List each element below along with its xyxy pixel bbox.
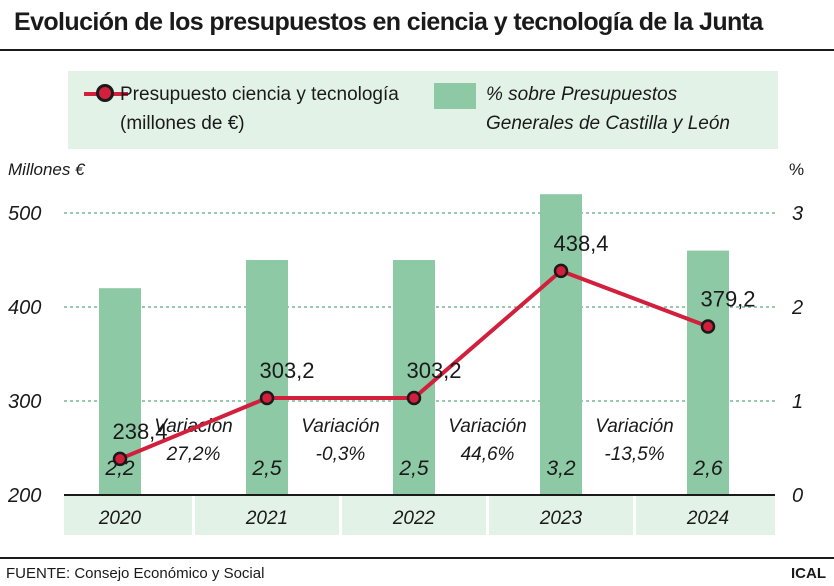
legend-bar-label: % sobre Presupuestos Generales de Castil… — [486, 84, 730, 134]
right-axis-label: % — [789, 160, 805, 179]
y-tick-right: 1 — [792, 391, 803, 413]
title-rule — [0, 49, 834, 51]
bar — [246, 260, 288, 495]
bar — [540, 194, 582, 495]
legend-line-label: Presupuesto ciencia y tecnología (millon… — [120, 84, 399, 134]
legend: Presupuesto ciencia y tecnología (millon… — [68, 71, 778, 149]
x-tick-label: 2023 — [539, 508, 583, 529]
bar — [393, 260, 435, 495]
x-tick-label: 2022 — [392, 508, 436, 529]
line-value-label: 303,2 — [406, 358, 461, 383]
bar-value-label: 2,5 — [398, 457, 429, 480]
bar-value-label: 2,5 — [251, 457, 282, 480]
y-tick-left: 500 — [8, 203, 41, 225]
line-value-label: 379,2 — [700, 287, 755, 312]
variation-annotation: Variación -0,3% — [301, 416, 380, 465]
x-tick-label: 2024 — [686, 508, 729, 529]
variation-annotation: Variación 44,6% — [448, 416, 527, 465]
bar-value-label: 2,2 — [104, 457, 135, 480]
y-tick-left: 300 — [8, 391, 41, 413]
line-point — [259, 390, 275, 406]
footer-rule — [0, 557, 834, 559]
line-value-label: 238,4 — [112, 419, 167, 444]
bar — [687, 250, 729, 495]
y-tick-left: 200 — [7, 485, 41, 507]
left-axis-label: Millones € — [8, 160, 85, 179]
line-value-label: 303,2 — [259, 358, 314, 383]
line-point — [406, 390, 422, 406]
source-note: FUENTE: Consejo Económico y Social — [6, 565, 265, 582]
line-point — [553, 263, 569, 279]
x-tick-label: 2021 — [245, 508, 288, 529]
x-tick-label: 2020 — [98, 508, 142, 529]
y-tick-left: 400 — [8, 297, 41, 319]
y-tick-right: 2 — [791, 297, 803, 319]
variation-annotation: Variación -13,5% — [595, 416, 674, 465]
y-tick-right: 0 — [792, 485, 803, 507]
year-band — [64, 495, 775, 535]
chart-title: Evolución de los presupuestos en ciencia… — [14, 8, 763, 36]
bar-value-label: 3,2 — [546, 457, 576, 480]
legend-dot-marker — [96, 84, 114, 102]
combo-chart: 200 0 300 1 400 2 500 3 2,2 2,5 2,5 3,2 2,6 2020 2021 2… — [7, 194, 803, 535]
y-tick-right: 3 — [792, 203, 803, 225]
line-point — [112, 451, 128, 467]
line-point — [700, 319, 716, 334]
brand-label: ICAL — [791, 565, 826, 582]
line-value-label: 438,4 — [553, 231, 608, 256]
legend-bar-swatch — [434, 83, 476, 109]
bar-value-label: 2,6 — [692, 457, 723, 480]
